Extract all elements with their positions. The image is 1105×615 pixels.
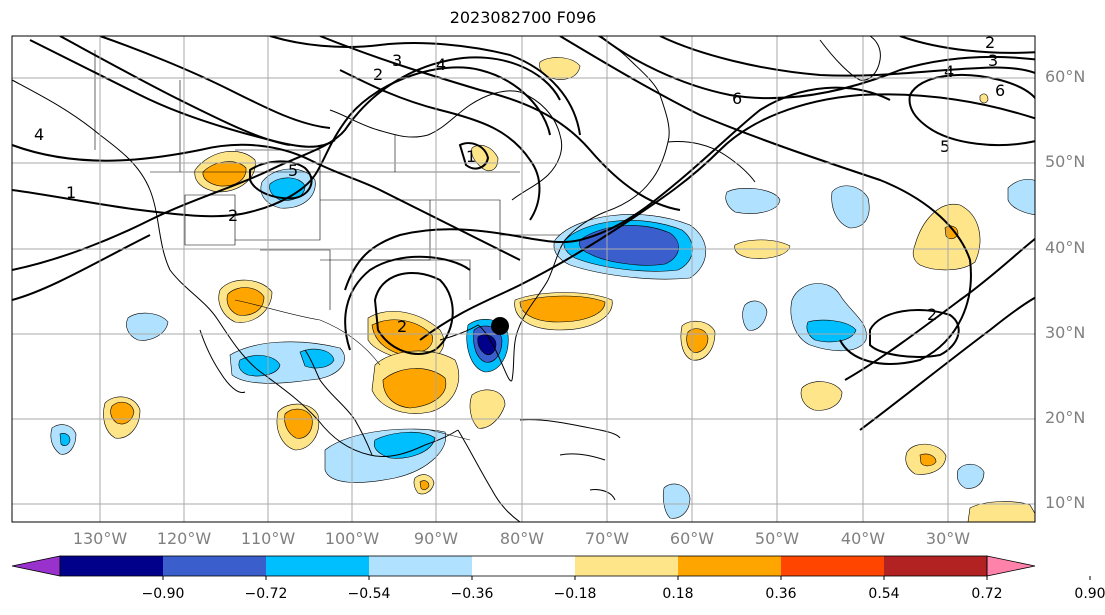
contour-label: 4 bbox=[944, 62, 954, 81]
colorbar-tick-label: −0.54 bbox=[347, 586, 391, 602]
anomaly-shading bbox=[50, 57, 1035, 522]
lon-label: 80°W bbox=[499, 529, 545, 548]
colorbar-tick-label: 0.54 bbox=[868, 586, 900, 602]
colorbar-tick-label: 0.90 bbox=[1074, 586, 1105, 602]
colorbar-tick-label: −0.90 bbox=[141, 586, 185, 602]
lat-label: 10°N bbox=[1045, 493, 1086, 512]
lat-label: 60°N bbox=[1045, 67, 1086, 86]
lon-label: 130°W bbox=[72, 529, 128, 548]
storm-center-marker bbox=[491, 317, 509, 335]
colorbar-tick-label: −0.18 bbox=[553, 586, 597, 602]
contour-label: 3 bbox=[988, 51, 998, 70]
map-title: 2023082700 F096 bbox=[449, 8, 597, 27]
lon-label: 70°W bbox=[584, 529, 630, 548]
lon-label: 40°W bbox=[840, 529, 886, 548]
lat-label: 40°N bbox=[1045, 238, 1086, 257]
contour-label: 4 bbox=[34, 125, 44, 144]
lon-label: 120°W bbox=[156, 529, 212, 548]
contour-label: 5 bbox=[288, 161, 298, 180]
lon-label: 90°W bbox=[413, 529, 459, 548]
map-background bbox=[12, 36, 1035, 522]
contour-label: 3 bbox=[392, 51, 402, 70]
contour-label: 1 bbox=[66, 183, 76, 202]
contour-label: 2 bbox=[373, 65, 383, 84]
colorbar-tick-label: 0.18 bbox=[662, 586, 694, 602]
map-frame bbox=[11, 35, 1036, 523]
gridlines bbox=[12, 36, 1035, 522]
colorbar-tick-label: −0.72 bbox=[244, 586, 288, 602]
lon-label: 50°W bbox=[754, 529, 800, 548]
contour-label: 6 bbox=[732, 89, 742, 108]
contour-label: 5 bbox=[940, 137, 950, 156]
lat-label: 50°N bbox=[1045, 152, 1086, 171]
lon-label: 100°W bbox=[324, 529, 380, 548]
lon-label: 30°W bbox=[925, 529, 971, 548]
contour-label: 2 bbox=[228, 206, 238, 225]
colorbar-tick-label: −0.36 bbox=[450, 586, 494, 602]
lat-label: 20°N bbox=[1045, 408, 1086, 427]
lon-label: 60°W bbox=[669, 529, 715, 548]
contour-label-group: 1 2 2 3 4 4 5 1 2 6 2 3 4 6 5 2 bbox=[34, 33, 1005, 336]
contour-label: 1 bbox=[466, 147, 476, 166]
colorbar-tick-label: 0.36 bbox=[765, 586, 797, 602]
colorbar-tick-label: 0.72 bbox=[971, 586, 1003, 602]
contour-label: 4 bbox=[436, 55, 446, 74]
contour-label: 2 bbox=[985, 33, 995, 52]
contour-lines bbox=[12, 36, 1035, 431]
lat-label: 30°N bbox=[1045, 323, 1086, 342]
lon-label: 110°W bbox=[240, 529, 296, 548]
contour-label: 2 bbox=[397, 317, 407, 336]
contour-label: 2 bbox=[927, 305, 937, 324]
contour-label: 6 bbox=[995, 81, 1005, 100]
